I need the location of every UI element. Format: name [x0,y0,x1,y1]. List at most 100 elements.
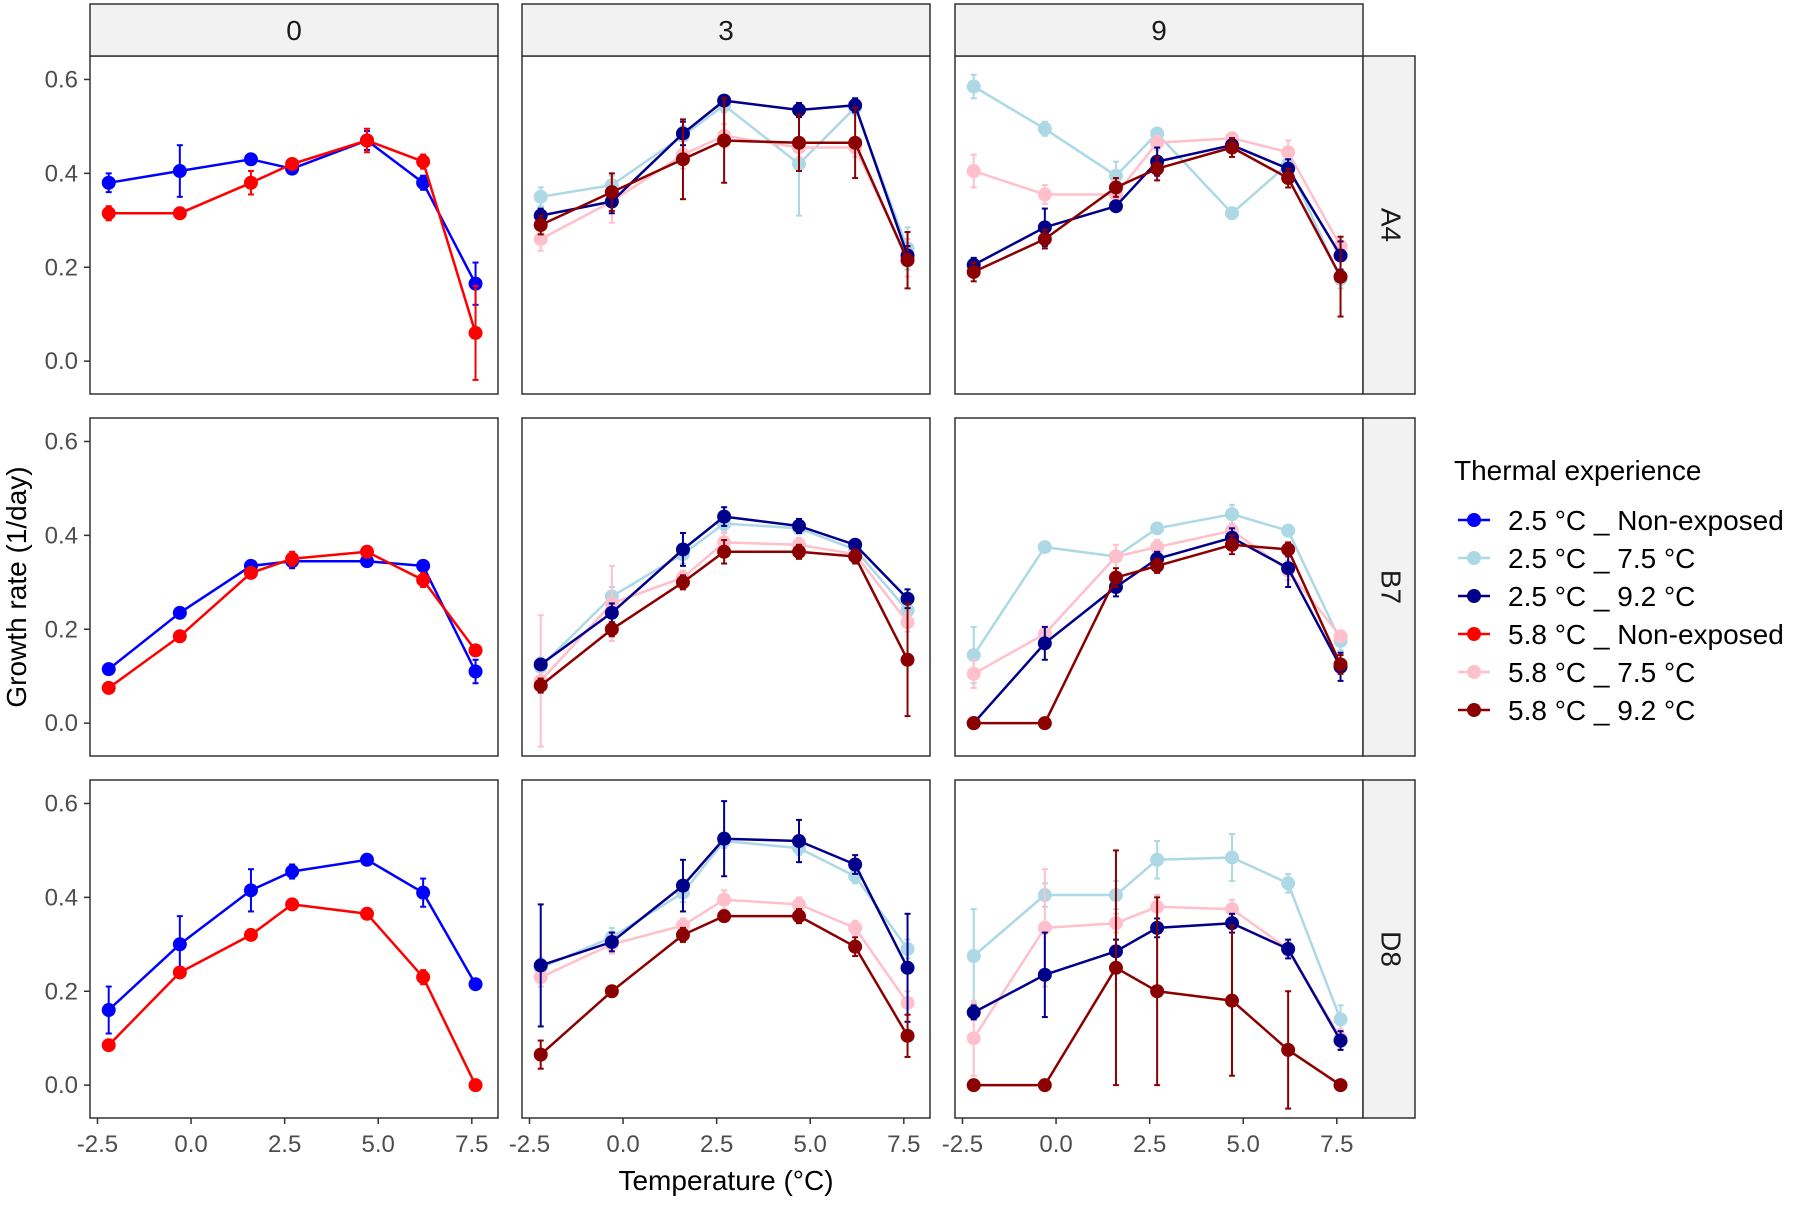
legend-key-point [1467,589,1481,603]
y-tick-label: 0.0 [45,348,78,375]
panel-background [90,780,498,1118]
data-point [604,185,619,200]
data-point [604,622,619,637]
data-point [966,949,981,964]
data-point [791,909,806,924]
strip-col-bg [954,3,1364,57]
panel-background [955,780,1363,1118]
data-point [1037,220,1052,235]
strip-col-label: 0 [286,15,302,46]
data-point [675,152,690,167]
data-point [848,939,863,954]
data-point [604,984,619,999]
data-point [1281,145,1296,160]
data-point [675,575,690,590]
x-tick-label: 0.0 [606,1131,639,1158]
strip-row-label: A4 [1376,208,1407,242]
data-point [101,1038,116,1053]
series-5.8 °C _ Non-exposed [101,544,483,695]
y-tick-label: 0.4 [45,884,78,911]
data-point [1150,161,1165,176]
x-tick-label: 5.0 [1227,1131,1260,1158]
data-point [966,666,981,681]
y-tick-label: 0.6 [45,66,78,93]
data-point [966,79,981,94]
legend-label: 5.8 °C _ Non-exposed [1508,619,1784,650]
y-tick-label: 0.2 [45,616,78,643]
data-point [533,189,548,204]
y-axis-title: Growth rate (1/day) [1,466,32,707]
strip-row-A4: A4 [1362,55,1416,395]
legend-entry: 5.8 °C _ Non-exposed [1458,619,1784,650]
data-point [468,977,483,992]
series-5.8 °C _ 9.2 °C [533,97,915,290]
data-point [1108,168,1123,183]
data-point [1224,206,1239,221]
strip-row-label: D8 [1376,931,1407,967]
data-point [966,1031,981,1046]
panel-B7-3 [521,417,931,757]
data-point [533,678,548,693]
data-point [101,662,116,677]
data-point [900,652,915,667]
strip-row-B7: B7 [1362,417,1416,757]
data-point [1281,171,1296,186]
data-point [1108,549,1123,564]
x-tick-label: 0.0 [1039,1131,1072,1158]
panel-A4-3 [521,55,931,395]
data-point [533,232,548,247]
x-tick-label: 7.5 [887,1131,920,1158]
data-point [717,892,732,907]
legend-entry: 5.8 °C _ 9.2 °C [1458,695,1695,726]
data-point [243,152,258,167]
legend-key-point [1467,513,1481,527]
y-axis-D8: 0.0 0.2 0.4 0.6 [45,790,90,1099]
strip-col-label: 9 [1151,15,1167,46]
data-point [468,325,483,340]
data-point [791,897,806,912]
data-point [1224,902,1239,917]
x-tick-label: 2.5 [700,1131,733,1158]
data-point [900,253,915,268]
data-point [717,831,732,846]
strip-col-label: 3 [718,15,734,46]
data-point [791,102,806,117]
y-tick-label: 0.4 [45,160,78,187]
data-point [1333,1012,1348,1027]
data-point [966,1078,981,1093]
axes-layer: 0.0 0.2 0.4 0.6 0.0 0.2 0.4 0.6 0.0 0.2 0.4 0.6 -2.5… [45,66,1354,1158]
data-point [966,716,981,731]
data-point [1224,140,1239,155]
data-point [604,934,619,949]
data-point [791,135,806,150]
data-point [416,175,431,190]
series-5.8 °C _ 9.2 °C [966,849,1348,1110]
data-point [172,206,187,221]
x-tick-label: -2.5 [942,1131,983,1158]
data-point [1224,993,1239,1008]
data-point [416,970,431,985]
data-point [717,133,732,148]
panel-background [955,418,1363,756]
data-point [1281,542,1296,557]
data-point [101,1003,116,1018]
data-point [717,544,732,559]
panel-A4-9 [954,55,1364,395]
data-point [1108,199,1123,214]
data-point [848,549,863,564]
legend-key-point [1467,665,1481,679]
data-point [1108,960,1123,975]
data-point [966,1005,981,1020]
strip-row-bg [1362,417,1416,757]
strip-row-label: B7 [1376,570,1407,604]
data-point [101,680,116,695]
y-tick-label: 0.2 [45,978,78,1005]
legend-entry: 2.5 °C _ 9.2 °C [1458,581,1695,612]
data-point [1333,1078,1348,1093]
data-point [1150,521,1165,536]
strip-row-bg [1362,779,1416,1119]
x-tick-label: -2.5 [509,1131,550,1158]
data-point [416,154,431,169]
strips-layer: 0 3 9 A4 B7 D8 [89,3,1416,1119]
